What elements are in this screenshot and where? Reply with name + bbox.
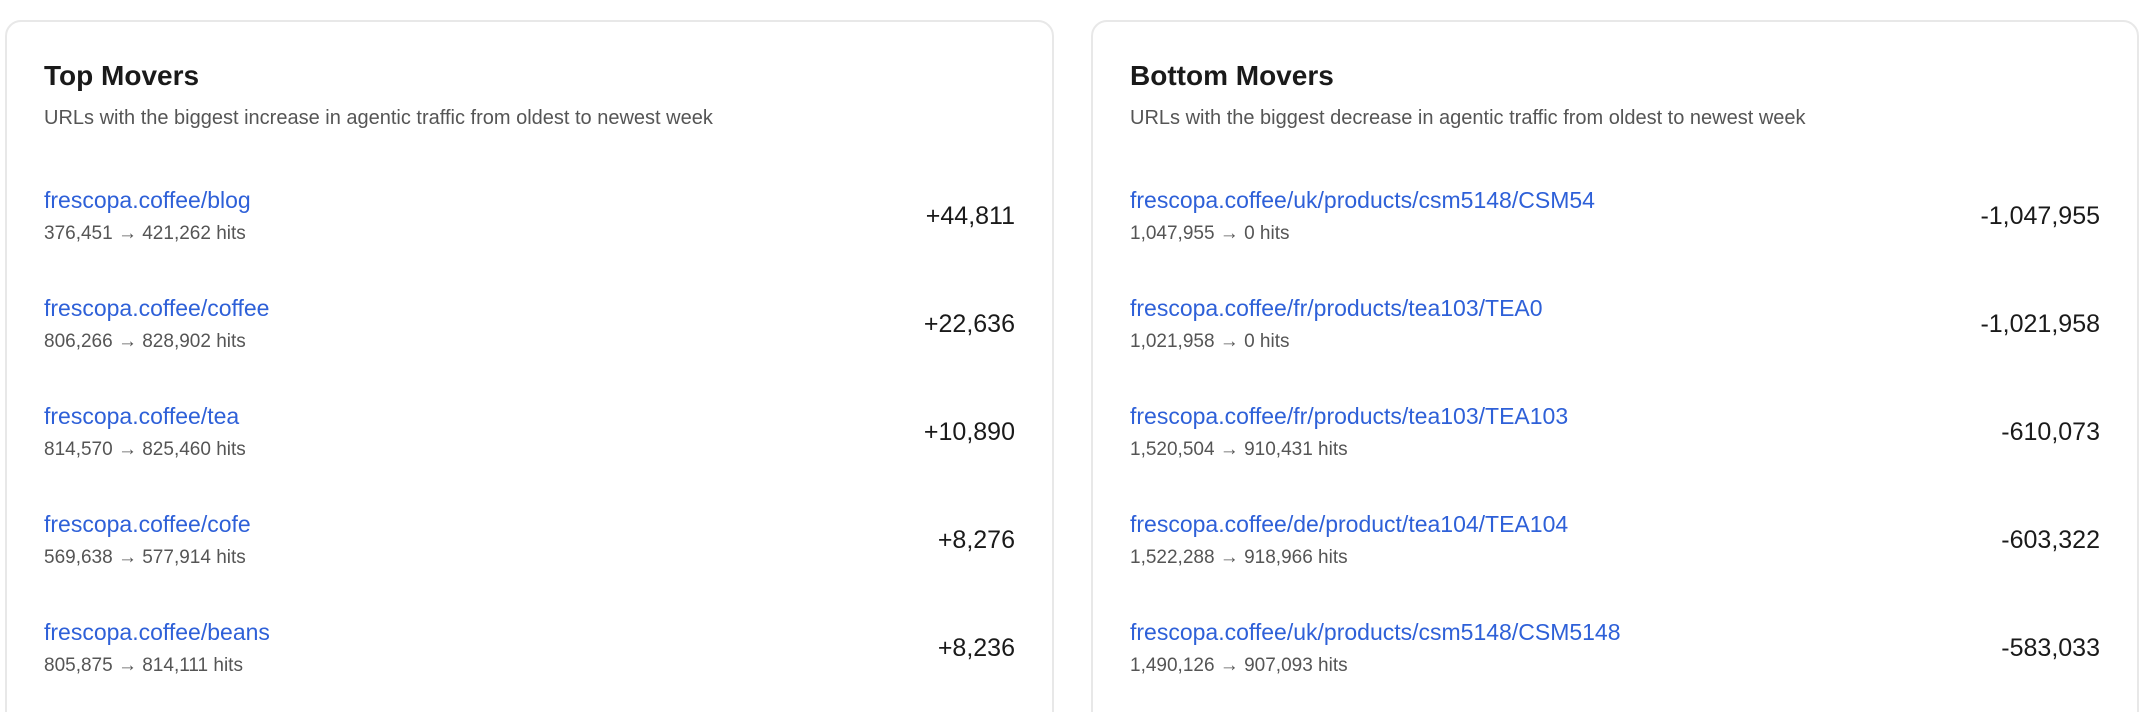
top-mover-change: +44,811: [925, 201, 1015, 230]
bottom-mover-info: frescopa.coffee/uk/products/csm5148/CSM5…: [1130, 618, 1621, 678]
bottom-mover-hits: 1,520,504 → 910,431 hits: [1130, 438, 1348, 460]
top-mover-info: frescopa.coffee/coffee 806,266 → 828,902…: [44, 294, 269, 354]
top-mover-hits: 569,638 → 577,914 hits: [44, 546, 246, 568]
top-mover-row: frescopa.coffee/coffee 806,266 → 828,902…: [44, 270, 1015, 378]
bottom-movers-title: Bottom Movers: [1130, 60, 1334, 91]
bottom-mover-url-link[interactable]: frescopa.coffee/fr/products/tea103/TEA0: [1130, 294, 1543, 321]
top-mover-change: +22,636: [923, 309, 1015, 338]
bottom-mover-row: frescopa.coffee/uk/products/csm5148/CSM5…: [1130, 162, 2100, 270]
bottom-mover-info: frescopa.coffee/fr/products/tea103/TEA0 …: [1130, 294, 1543, 354]
bottom-mover-change: -603,322: [2001, 525, 2100, 554]
bottom-movers-subtitle: URLs with the biggest decrease in agenti…: [1130, 106, 1806, 129]
bottom-mover-row: frescopa.coffee/fr/products/tea103/TEA0 …: [1130, 270, 2100, 378]
top-mover-url-link[interactable]: frescopa.coffee/beans: [44, 618, 270, 645]
top-mover-url-link[interactable]: frescopa.coffee/tea: [44, 402, 240, 429]
bottom-mover-hits: 1,047,955 → 0 hits: [1130, 222, 1290, 244]
top-mover-url-link[interactable]: frescopa.coffee/cofe: [44, 510, 251, 537]
top-mover-hits: 806,266 → 828,902 hits: [44, 330, 246, 352]
bottom-mover-row: frescopa.coffee/fr/products/tea103/TEA10…: [1130, 378, 2100, 486]
bottom-mover-hits: 1,021,958 → 0 hits: [1130, 330, 1290, 352]
bottom-mover-info: frescopa.coffee/uk/products/csm5148/CSM5…: [1130, 186, 1595, 246]
top-mover-hits: 814,570 → 825,460 hits: [44, 438, 246, 460]
top-movers-subtitle: URLs with the biggest increase in agenti…: [44, 106, 713, 129]
bottom-mover-url-link[interactable]: frescopa.coffee/de/product/tea104/TEA104: [1130, 510, 1569, 537]
top-mover-info: frescopa.coffee/blog 376,451 → 421,262 h…: [44, 186, 251, 246]
top-mover-info: frescopa.coffee/cofe 569,638 → 577,914 h…: [44, 510, 251, 570]
bottom-mover-row: frescopa.coffee/uk/products/csm5148/CSM5…: [1130, 594, 2100, 702]
top-mover-info: frescopa.coffee/beans 805,875 → 814,111 …: [44, 618, 270, 678]
bottom-mover-info: frescopa.coffee/de/product/tea104/TEA104…: [1130, 510, 1568, 570]
bottom-mover-change: -1,047,955: [1980, 201, 2100, 230]
top-mover-change: +8,276: [937, 525, 1015, 554]
bottom-mover-change: -583,033: [2001, 633, 2100, 662]
bottom-mover-url-link[interactable]: frescopa.coffee/uk/products/csm5148/CSM5…: [1130, 618, 1621, 645]
bottom-mover-row: frescopa.coffee/de/product/tea104/TEA104…: [1130, 486, 2100, 594]
bottom-mover-change: -610,073: [2001, 417, 2100, 446]
bottom-mover-change: -1,021,958: [1980, 309, 2100, 338]
top-movers-title: Top Movers: [44, 60, 200, 91]
top-mover-url-link[interactable]: frescopa.coffee/blog: [44, 186, 251, 213]
top-mover-hits: 805,875 → 814,111 hits: [44, 654, 243, 676]
top-mover-change: +8,236: [937, 633, 1015, 662]
bottom-mover-hits: 1,522,288 → 918,966 hits: [1130, 546, 1348, 568]
bottom-mover-hits: 1,490,126 → 907,093 hits: [1130, 654, 1348, 676]
top-mover-row: frescopa.coffee/tea 814,570 → 825,460 hi…: [44, 378, 1015, 486]
top-movers-list: frescopa.coffee/blog 376,451 → 421,262 h…: [44, 162, 1015, 702]
bottom-mover-url-link[interactable]: frescopa.coffee/uk/products/csm5148/CSM5…: [1130, 186, 1595, 213]
bottom-movers-list: frescopa.coffee/uk/products/csm5148/CSM5…: [1130, 162, 2100, 702]
top-mover-hits: 376,451 → 421,262 hits: [44, 222, 246, 244]
top-mover-change: +10,890: [923, 417, 1015, 446]
top-mover-row: frescopa.coffee/blog 376,451 → 421,262 h…: [44, 162, 1015, 270]
top-mover-row: frescopa.coffee/beans 805,875 → 814,111 …: [44, 594, 1015, 702]
top-mover-row: frescopa.coffee/cofe 569,638 → 577,914 h…: [44, 486, 1015, 594]
bottom-movers-card: Bottom Movers URLs with the biggest decr…: [1091, 20, 2139, 712]
bottom-mover-info: frescopa.coffee/fr/products/tea103/TEA10…: [1130, 402, 1568, 462]
top-mover-url-link[interactable]: frescopa.coffee/coffee: [44, 294, 270, 321]
top-mover-info: frescopa.coffee/tea 814,570 → 825,460 hi…: [44, 402, 246, 462]
top-movers-card: Top Movers URLs with the biggest increas…: [5, 20, 1054, 712]
bottom-mover-url-link[interactable]: frescopa.coffee/fr/products/tea103/TEA10…: [1130, 402, 1569, 429]
